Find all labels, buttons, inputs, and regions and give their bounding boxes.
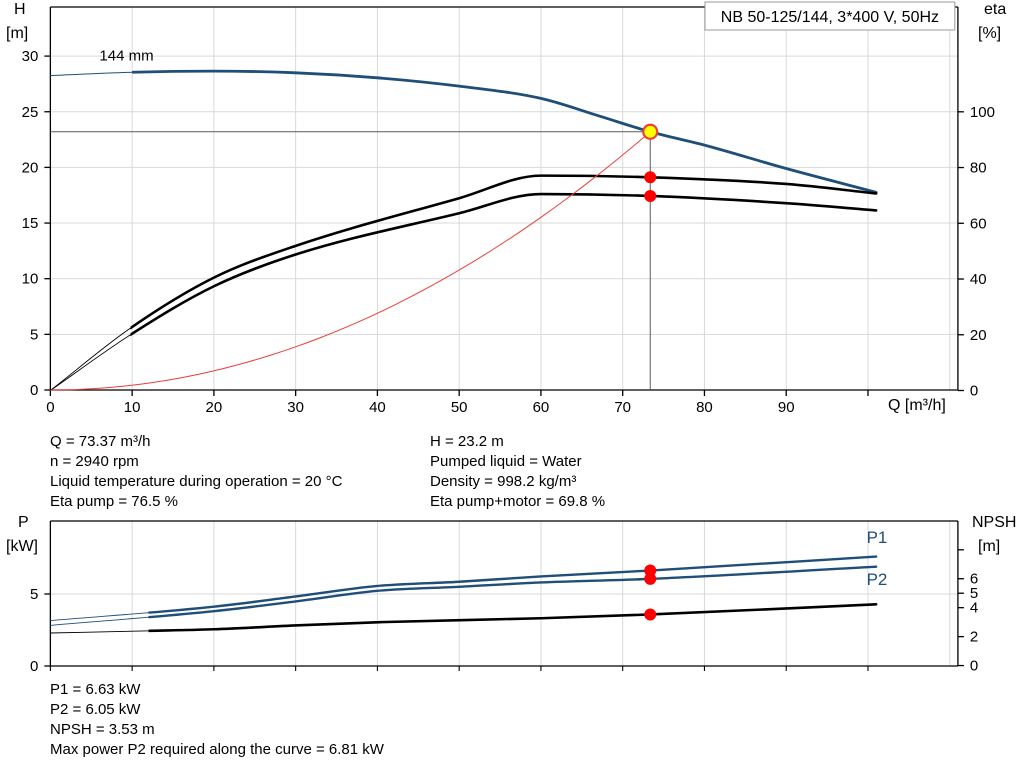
svg-text:25: 25 bbox=[22, 104, 39, 121]
svg-text:144 mm: 144 mm bbox=[99, 48, 153, 65]
svg-text:4: 4 bbox=[970, 600, 978, 617]
svg-text:100: 100 bbox=[970, 104, 995, 121]
svg-text:10: 10 bbox=[124, 399, 141, 416]
svg-text:5: 5 bbox=[30, 326, 38, 343]
svg-text:6: 6 bbox=[970, 571, 978, 588]
svg-text:0: 0 bbox=[46, 399, 54, 416]
svg-text:0: 0 bbox=[970, 658, 978, 675]
svg-text:10: 10 bbox=[22, 271, 39, 288]
svg-text:20: 20 bbox=[970, 327, 987, 344]
svg-text:NB 50-125/144, 3*400 V, 50Hz: NB 50-125/144, 3*400 V, 50Hz bbox=[721, 9, 939, 26]
svg-text:20: 20 bbox=[206, 399, 223, 416]
svg-text:eta: eta bbox=[984, 1, 1006, 18]
svg-text:Q [m³/h]: Q [m³/h] bbox=[888, 397, 946, 414]
svg-text:P1: P1 bbox=[867, 528, 888, 547]
svg-text:0: 0 bbox=[970, 383, 978, 400]
svg-text:50: 50 bbox=[451, 399, 468, 416]
svg-text:H: H bbox=[14, 1, 26, 18]
svg-text:60: 60 bbox=[970, 215, 987, 232]
svg-text:5: 5 bbox=[970, 585, 978, 602]
svg-text:80: 80 bbox=[696, 399, 713, 416]
svg-text:40: 40 bbox=[369, 399, 386, 416]
svg-text:30: 30 bbox=[22, 48, 39, 65]
svg-text:70: 70 bbox=[614, 399, 631, 416]
svg-text:2: 2 bbox=[970, 629, 978, 646]
svg-text:15: 15 bbox=[22, 215, 39, 232]
svg-text:P2: P2 bbox=[867, 570, 888, 589]
svg-text:80: 80 bbox=[970, 160, 987, 177]
svg-text:P: P bbox=[18, 514, 29, 531]
svg-text:60: 60 bbox=[533, 399, 550, 416]
svg-text:0: 0 bbox=[30, 382, 38, 399]
svg-text:[m]: [m] bbox=[6, 25, 28, 42]
svg-text:[m]: [m] bbox=[978, 538, 1000, 555]
svg-text:NPSH: NPSH bbox=[972, 514, 1016, 531]
svg-text:5: 5 bbox=[30, 586, 38, 603]
svg-text:20: 20 bbox=[22, 159, 39, 176]
svg-text:30: 30 bbox=[287, 399, 304, 416]
svg-text:[kW]: [kW] bbox=[6, 538, 38, 555]
svg-text:0: 0 bbox=[30, 658, 38, 675]
svg-text:[%]: [%] bbox=[978, 25, 1001, 42]
svg-text:90: 90 bbox=[778, 399, 795, 416]
svg-text:40: 40 bbox=[970, 271, 987, 288]
